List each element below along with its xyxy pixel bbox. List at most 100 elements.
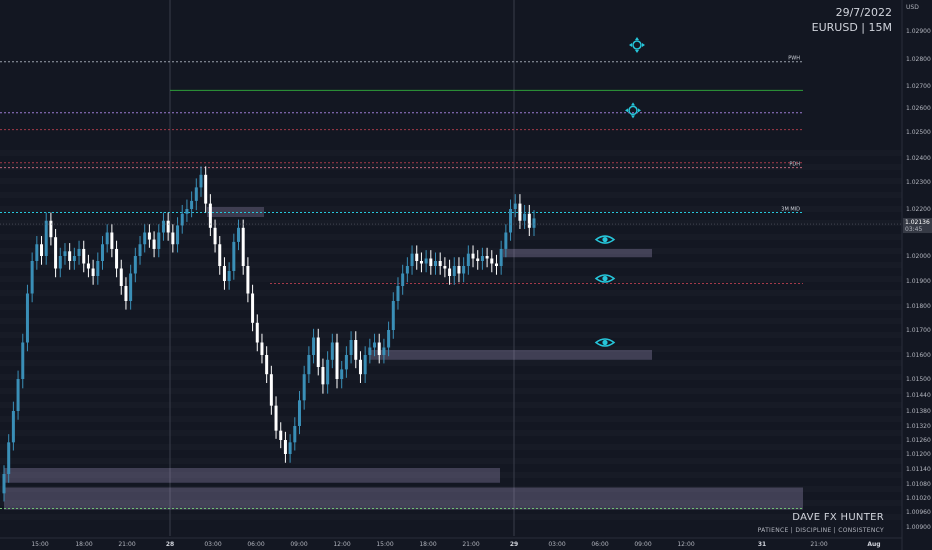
background-band bbox=[0, 262, 902, 268]
price-tick-label: 1.01600 bbox=[906, 352, 931, 359]
background-band bbox=[0, 150, 902, 156]
candle-body bbox=[100, 244, 104, 261]
background-band bbox=[0, 178, 902, 184]
candle-body bbox=[166, 220, 170, 233]
price-tick-label: 1.01500 bbox=[906, 376, 931, 383]
candle-body bbox=[368, 347, 372, 355]
candle-body bbox=[21, 342, 25, 379]
zone-rect bbox=[207, 207, 264, 217]
candle-body bbox=[419, 261, 423, 264]
zone-rect bbox=[370, 350, 652, 360]
price-tick-label: 1.02800 bbox=[906, 56, 931, 63]
price-axis-currency: USD bbox=[906, 4, 919, 11]
candle-body bbox=[54, 237, 58, 269]
candle-body bbox=[58, 256, 62, 269]
header-date: 29/7/2022 bbox=[835, 6, 892, 19]
candle-body bbox=[143, 232, 147, 245]
time-tick-label: 06:00 bbox=[247, 541, 264, 548]
price-tick-label: 1.01320 bbox=[906, 423, 931, 430]
candle-body bbox=[424, 258, 428, 264]
candle-body bbox=[49, 220, 53, 238]
candle-body bbox=[269, 374, 273, 406]
price-tick-label: 1.02500 bbox=[906, 129, 931, 136]
candle-body bbox=[382, 347, 386, 355]
candle-body bbox=[255, 322, 259, 343]
candle-body bbox=[344, 355, 348, 370]
background-band bbox=[0, 276, 902, 282]
time-tick-label: 29 bbox=[510, 541, 518, 548]
price-tick-label: 1.01380 bbox=[906, 408, 931, 415]
candle-body bbox=[185, 209, 189, 214]
candle-body bbox=[480, 256, 484, 261]
candle-body bbox=[227, 271, 231, 281]
time-tick-label: 09:00 bbox=[634, 541, 651, 548]
candle-body bbox=[157, 232, 161, 249]
time-tick-label: 03:00 bbox=[204, 541, 221, 548]
candle-body bbox=[415, 253, 419, 261]
candle-body bbox=[25, 293, 29, 343]
level-label: PDH bbox=[789, 162, 800, 168]
candle-body bbox=[129, 273, 133, 301]
candle-body bbox=[204, 174, 208, 204]
candle-body bbox=[194, 187, 198, 201]
candle-body bbox=[466, 253, 470, 266]
header-symbol: EURUSD | 15M bbox=[811, 21, 892, 34]
candle-body bbox=[354, 340, 358, 360]
candle-body bbox=[452, 266, 456, 276]
candle-body bbox=[119, 268, 123, 286]
background-band bbox=[0, 304, 902, 310]
candle-body bbox=[232, 241, 236, 271]
background-band bbox=[0, 346, 902, 352]
candle-body bbox=[63, 251, 67, 256]
background-band bbox=[0, 444, 902, 450]
candle-body bbox=[180, 213, 184, 226]
candle-body bbox=[340, 369, 344, 379]
candle-body bbox=[349, 340, 353, 355]
candle-body bbox=[40, 244, 44, 256]
current-price-value: 1.02136 bbox=[905, 219, 930, 226]
candle-body bbox=[373, 342, 377, 348]
candle-body bbox=[218, 244, 222, 266]
candle-body bbox=[7, 442, 11, 474]
price-tick-label: 1.02300 bbox=[906, 179, 931, 186]
candle-body bbox=[213, 227, 217, 245]
candle-body bbox=[438, 261, 442, 266]
candle-body bbox=[241, 227, 245, 266]
background-band bbox=[0, 192, 902, 198]
target-icon bbox=[625, 102, 641, 119]
time-tick-label: 12:00 bbox=[333, 541, 350, 548]
background-band bbox=[0, 164, 902, 170]
candle-body bbox=[82, 248, 86, 264]
candle-body bbox=[297, 400, 301, 426]
background-band bbox=[0, 472, 902, 478]
candle-body bbox=[513, 203, 517, 209]
candle-body bbox=[274, 405, 278, 431]
zone-rect bbox=[4, 468, 500, 483]
background-band bbox=[0, 402, 902, 408]
time-tick-label: 21:00 bbox=[118, 541, 135, 548]
candle-body bbox=[494, 263, 498, 266]
price-tick-label: 1.00900 bbox=[906, 524, 931, 531]
candle-body bbox=[251, 293, 255, 323]
candle-body bbox=[405, 266, 409, 274]
candle-body bbox=[293, 426, 297, 443]
candle-body bbox=[110, 232, 114, 249]
candle-body bbox=[532, 218, 536, 228]
level-label: 3M MID bbox=[781, 207, 800, 213]
target-icon bbox=[629, 37, 645, 53]
candle-body bbox=[490, 258, 494, 264]
candle-body bbox=[237, 227, 241, 242]
price-tick-label: 1.02900 bbox=[906, 28, 931, 35]
candle-body bbox=[133, 256, 137, 274]
background-band bbox=[0, 206, 902, 212]
candle-body bbox=[91, 268, 95, 276]
price-tick-label: 1.02400 bbox=[906, 155, 931, 162]
time-tick-label: 28 bbox=[166, 541, 174, 548]
candle-body bbox=[523, 213, 527, 221]
candle-body bbox=[396, 286, 400, 301]
candle-body bbox=[312, 337, 316, 355]
time-tick-label: 18:00 bbox=[75, 541, 92, 548]
candle-body bbox=[527, 213, 531, 228]
candle-body bbox=[68, 251, 72, 261]
